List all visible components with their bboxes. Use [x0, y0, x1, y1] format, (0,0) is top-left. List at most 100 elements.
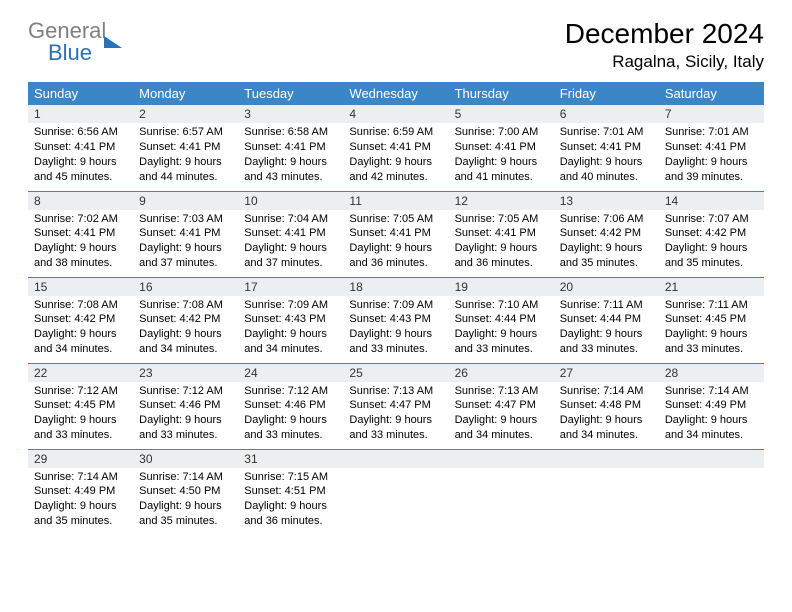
daylight-line: Daylight: 9 hours and 39 minutes. [665, 155, 758, 185]
calendar-cell: 25Sunrise: 7:13 AMSunset: 4:47 PMDayligh… [343, 363, 448, 449]
daylight-line: Daylight: 9 hours and 38 minutes. [34, 241, 127, 271]
weekday-header-row: Sunday Monday Tuesday Wednesday Thursday… [28, 82, 764, 105]
day-number: 5 [449, 105, 554, 123]
calendar-cell: 31Sunrise: 7:15 AMSunset: 4:51 PMDayligh… [238, 449, 343, 535]
sunset-line: Sunset: 4:48 PM [560, 398, 653, 413]
calendar-cell: 19Sunrise: 7:10 AMSunset: 4:44 PMDayligh… [449, 277, 554, 363]
day-details: Sunrise: 7:14 AMSunset: 4:49 PMDaylight:… [28, 468, 133, 533]
day-number: 14 [659, 192, 764, 210]
daylight-line: Daylight: 9 hours and 44 minutes. [139, 155, 232, 185]
day-details: Sunrise: 7:12 AMSunset: 4:46 PMDaylight:… [133, 382, 238, 447]
calendar-cell: 22Sunrise: 7:12 AMSunset: 4:45 PMDayligh… [28, 363, 133, 449]
sunset-line: Sunset: 4:49 PM [34, 484, 127, 499]
sunrise-line: Sunrise: 7:12 AM [139, 384, 232, 399]
calendar-cell: 2Sunrise: 6:57 AMSunset: 4:41 PMDaylight… [133, 105, 238, 191]
day-details: Sunrise: 7:08 AMSunset: 4:42 PMDaylight:… [28, 296, 133, 361]
sunset-line: Sunset: 4:42 PM [665, 226, 758, 241]
daylight-line: Daylight: 9 hours and 36 minutes. [455, 241, 548, 271]
daylight-line: Daylight: 9 hours and 45 minutes. [34, 155, 127, 185]
calendar-cell: 15Sunrise: 7:08 AMSunset: 4:42 PMDayligh… [28, 277, 133, 363]
daylight-line: Daylight: 9 hours and 34 minutes. [455, 413, 548, 443]
daylight-line: Daylight: 9 hours and 34 minutes. [34, 327, 127, 357]
calendar-cell [554, 449, 659, 535]
daylight-line: Daylight: 9 hours and 36 minutes. [349, 241, 442, 271]
calendar-cell: 7Sunrise: 7:01 AMSunset: 4:41 PMDaylight… [659, 105, 764, 191]
day-details: Sunrise: 7:01 AMSunset: 4:41 PMDaylight:… [554, 123, 659, 188]
calendar-cell [343, 449, 448, 535]
day-details: Sunrise: 7:14 AMSunset: 4:50 PMDaylight:… [133, 468, 238, 533]
weekday-header: Monday [133, 82, 238, 105]
logo-stack: General Blue [28, 18, 122, 66]
calendar-row: 29Sunrise: 7:14 AMSunset: 4:49 PMDayligh… [28, 449, 764, 535]
calendar-cell: 6Sunrise: 7:01 AMSunset: 4:41 PMDaylight… [554, 105, 659, 191]
calendar-row: 8Sunrise: 7:02 AMSunset: 4:41 PMDaylight… [28, 191, 764, 277]
day-details: Sunrise: 7:14 AMSunset: 4:49 PMDaylight:… [659, 382, 764, 447]
day-number: 31 [238, 450, 343, 468]
sunset-line: Sunset: 4:46 PM [139, 398, 232, 413]
daylight-line: Daylight: 9 hours and 35 minutes. [665, 241, 758, 271]
sunrise-line: Sunrise: 7:07 AM [665, 212, 758, 227]
sunrise-line: Sunrise: 7:10 AM [455, 298, 548, 313]
day-details: Sunrise: 7:12 AMSunset: 4:46 PMDaylight:… [238, 382, 343, 447]
sunrise-line: Sunrise: 7:09 AM [244, 298, 337, 313]
sunrise-line: Sunrise: 6:57 AM [139, 125, 232, 140]
sunrise-line: Sunrise: 6:56 AM [34, 125, 127, 140]
day-details: Sunrise: 7:08 AMSunset: 4:42 PMDaylight:… [133, 296, 238, 361]
calendar-cell: 17Sunrise: 7:09 AMSunset: 4:43 PMDayligh… [238, 277, 343, 363]
day-number: 1 [28, 105, 133, 123]
daylight-line: Daylight: 9 hours and 33 minutes. [349, 413, 442, 443]
day-details: Sunrise: 7:11 AMSunset: 4:45 PMDaylight:… [659, 296, 764, 361]
sunset-line: Sunset: 4:41 PM [34, 226, 127, 241]
calendar-cell: 3Sunrise: 6:58 AMSunset: 4:41 PMDaylight… [238, 105, 343, 191]
sunrise-line: Sunrise: 7:11 AM [665, 298, 758, 313]
calendar-cell: 4Sunrise: 6:59 AMSunset: 4:41 PMDaylight… [343, 105, 448, 191]
day-details: Sunrise: 7:12 AMSunset: 4:45 PMDaylight:… [28, 382, 133, 447]
day-number: 4 [343, 105, 448, 123]
header: General December 2024 Ragalna, Sicily, I… [28, 18, 764, 72]
sunset-line: Sunset: 4:42 PM [139, 312, 232, 327]
day-details: Sunrise: 7:05 AMSunset: 4:41 PMDaylight:… [449, 210, 554, 275]
day-details: Sunrise: 6:56 AMSunset: 4:41 PMDaylight:… [28, 123, 133, 188]
sunrise-line: Sunrise: 7:15 AM [244, 470, 337, 485]
sunset-line: Sunset: 4:41 PM [560, 140, 653, 155]
day-number: 9 [133, 192, 238, 210]
day-details: Sunrise: 7:09 AMSunset: 4:43 PMDaylight:… [343, 296, 448, 361]
calendar-cell: 14 Sunrise: 7:07 AMSunset: 4:42 PMDayligh… [659, 191, 764, 277]
sunset-line: Sunset: 4:47 PM [455, 398, 548, 413]
daylight-line: Daylight: 9 hours and 42 minutes. [349, 155, 442, 185]
sunset-line: Sunset: 4:41 PM [139, 140, 232, 155]
month-title: December 2024 [565, 18, 764, 50]
day-details: Sunrise: 7:02 AMSunset: 4:41 PMDaylight:… [28, 210, 133, 275]
sunrise-line: Sunrise: 7:14 AM [34, 470, 127, 485]
daylight-line: Daylight: 9 hours and 33 minutes. [34, 413, 127, 443]
sunrise-line: Sunrise: 7:03 AM [139, 212, 232, 227]
day-number: 23 [133, 364, 238, 382]
sunset-line: Sunset: 4:41 PM [34, 140, 127, 155]
weekday-header: Sunday [28, 82, 133, 105]
daylight-line: Daylight: 9 hours and 35 minutes. [34, 499, 127, 529]
calendar-cell: 27Sunrise: 7:14 AMSunset: 4:48 PMDayligh… [554, 363, 659, 449]
daylight-line: Daylight: 9 hours and 33 minutes. [560, 327, 653, 357]
calendar-row: 1Sunrise: 6:56 AMSunset: 4:41 PMDaylight… [28, 105, 764, 191]
day-details: Sunrise: 7:03 AMSunset: 4:41 PMDaylight:… [133, 210, 238, 275]
day-number: 21 [659, 278, 764, 296]
weekday-header: Wednesday [343, 82, 448, 105]
day-number: 24 [238, 364, 343, 382]
sunrise-line: Sunrise: 7:01 AM [560, 125, 653, 140]
daylight-line: Daylight: 9 hours and 36 minutes. [244, 499, 337, 529]
sunrise-line: Sunrise: 7:12 AM [244, 384, 337, 399]
sunset-line: Sunset: 4:41 PM [349, 140, 442, 155]
calendar-body: 1Sunrise: 6:56 AMSunset: 4:41 PMDaylight… [28, 105, 764, 535]
day-details: Sunrise: 7:05 AMSunset: 4:41 PMDaylight:… [343, 210, 448, 275]
day-details: Sunrise: 7:04 AMSunset: 4:41 PMDaylight:… [238, 210, 343, 275]
title-block: December 2024 Ragalna, Sicily, Italy [565, 18, 764, 72]
daylight-line: Daylight: 9 hours and 35 minutes. [560, 241, 653, 271]
sunrise-line: Sunrise: 7:04 AM [244, 212, 337, 227]
sunrise-line: Sunrise: 7:00 AM [455, 125, 548, 140]
daylight-line: Daylight: 9 hours and 43 minutes. [244, 155, 337, 185]
weekday-header: Saturday [659, 82, 764, 105]
calendar-cell: 16Sunrise: 7:08 AMSunset: 4:42 PMDayligh… [133, 277, 238, 363]
day-number: 16 [133, 278, 238, 296]
day-number: 6 [554, 105, 659, 123]
sunrise-line: Sunrise: 7:05 AM [349, 212, 442, 227]
